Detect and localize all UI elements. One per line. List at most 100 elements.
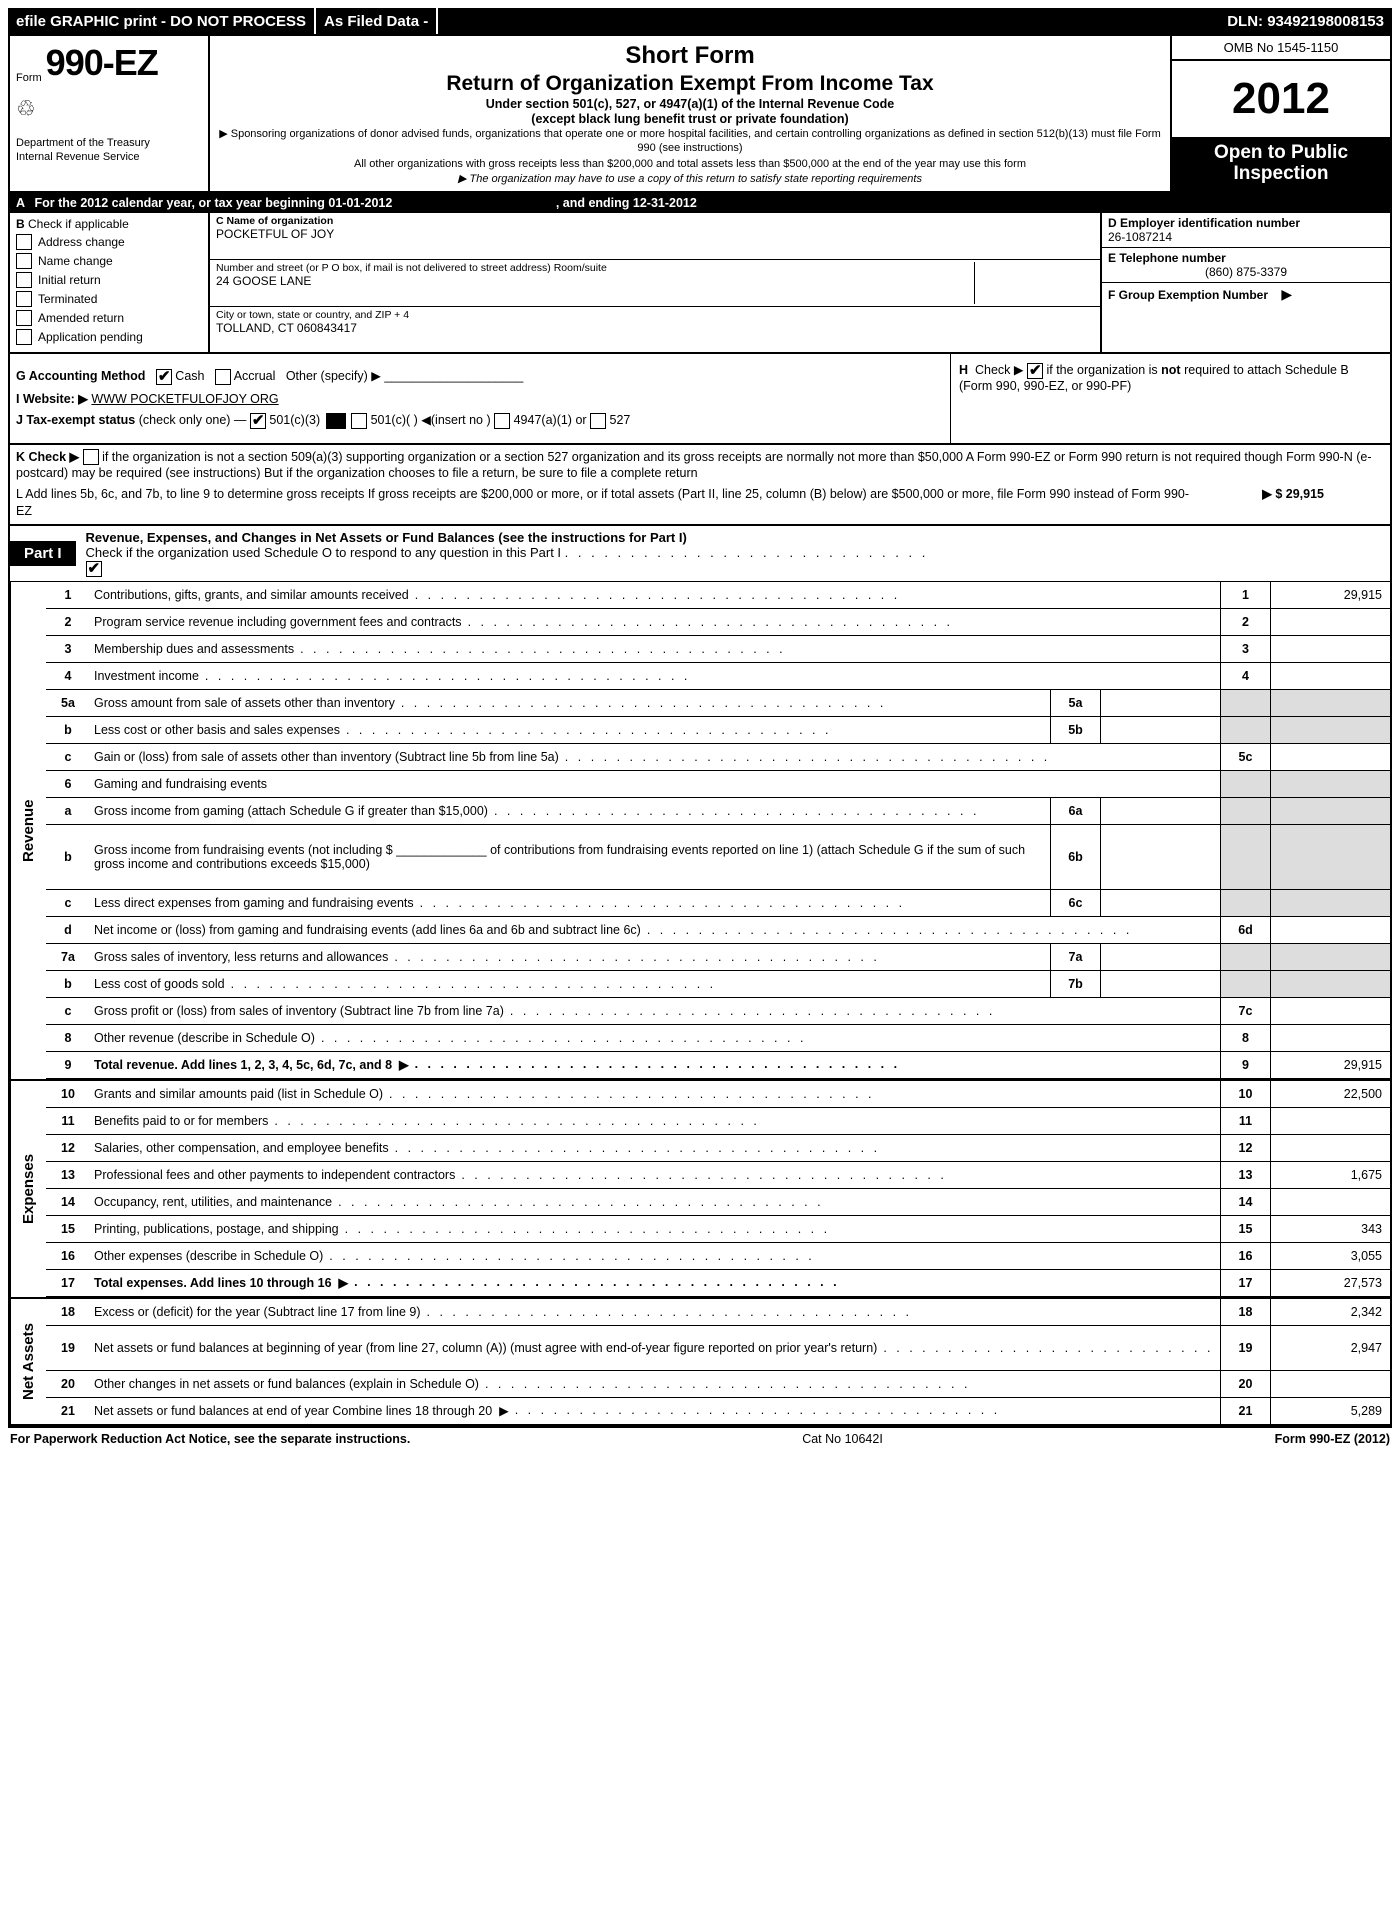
header-left: Form 990-EZ ♲ Department of the Treasury… xyxy=(10,36,210,191)
dept-irs: Internal Revenue Service xyxy=(16,150,202,164)
c-addr-label: Number and street (or P O box, if mail i… xyxy=(216,262,974,274)
telephone: (860) 875-3379 xyxy=(1108,265,1384,279)
main-title: Return of Organization Exempt From Incom… xyxy=(218,72,1162,96)
chk-k[interactable] xyxy=(83,449,99,465)
row-a-text: For the 2012 calendar year, or tax year … xyxy=(35,196,393,210)
revenue-label: Revenue xyxy=(10,582,46,1079)
line-b: bLess cost of goods sold7b xyxy=(46,971,1390,998)
asfiled-label: As Filed Data - xyxy=(316,8,438,34)
column-def: D Employer identification number 26-1087… xyxy=(1100,213,1390,352)
section-bcdef: B Check if applicable Address change Nam… xyxy=(10,213,1390,354)
line-k: K Check ▶ if the organization is not a s… xyxy=(16,449,1384,483)
expenses-label: Expenses xyxy=(10,1081,46,1297)
org-address: 24 GOOSE LANE xyxy=(216,274,974,288)
line-c: cGross profit or (loss) from sales of in… xyxy=(46,998,1390,1025)
column-c: C Name of organization POCKETFUL OF JOY … xyxy=(210,213,1100,352)
line-14: 14Occupancy, rent, utilities, and mainte… xyxy=(46,1189,1390,1216)
f-arrow: ▶ xyxy=(1281,286,1292,302)
header-middle: Short Form Return of Organization Exempt… xyxy=(210,36,1170,191)
open-to-public: Open to Public Inspection xyxy=(1172,137,1390,191)
line-19: 19Net assets or fund balances at beginni… xyxy=(46,1326,1390,1371)
chk-501c[interactable] xyxy=(351,413,367,429)
section-ghij: G Accounting Method Cash Accrual Other (… xyxy=(10,354,1390,444)
expenses-section: Expenses 10Grants and similar amounts pa… xyxy=(10,1079,1390,1297)
chk-schedule-o[interactable] xyxy=(86,561,102,577)
chk-amended-return[interactable] xyxy=(16,310,32,326)
line-g: G Accounting Method Cash Accrual Other (… xyxy=(16,368,944,385)
chk-initial-return[interactable] xyxy=(16,272,32,288)
chk-4947[interactable] xyxy=(494,413,510,429)
revenue-section: Revenue 1Contributions, gifts, grants, a… xyxy=(10,582,1390,1079)
line-l: L Add lines 5b, 6c, and 7b, to line 9 to… xyxy=(16,486,1384,520)
column-gij: G Accounting Method Cash Accrual Other (… xyxy=(10,354,950,442)
line-18: 18Excess or (deficit) for the year (Subt… xyxy=(46,1299,1390,1326)
footer-mid: Cat No 10642I xyxy=(802,1432,883,1446)
line-3: 3Membership dues and assessments3 xyxy=(46,636,1390,663)
subtitle-1: Under section 501(c), 527, or 4947(a)(1)… xyxy=(218,97,1162,111)
line-20: 20Other changes in net assets or fund ba… xyxy=(46,1371,1390,1398)
part-1-title: Revenue, Expenses, and Changes in Net As… xyxy=(86,526,925,581)
ein: 26-1087214 xyxy=(1108,230,1172,244)
chk-terminated[interactable] xyxy=(16,291,32,307)
line-15: 15Printing, publications, postage, and s… xyxy=(46,1216,1390,1243)
org-city: TOLLAND, CT 060843417 xyxy=(216,321,1094,335)
footer: For Paperwork Reduction Act Notice, see … xyxy=(8,1426,1392,1450)
website: WWW POCKETFULOFJOY ORG xyxy=(91,392,278,406)
form-number: 990-EZ xyxy=(46,42,158,84)
line-5a: 5aGross amount from sale of assets other… xyxy=(46,690,1390,717)
dept-treasury: Department of the Treasury xyxy=(16,136,202,150)
org-name: POCKETFUL OF JOY xyxy=(216,227,1094,241)
c-city-label: City or town, state or country, and ZIP … xyxy=(216,309,1094,321)
line-21: 21Net assets or fund balances at end of … xyxy=(46,1398,1390,1424)
chk-527[interactable] xyxy=(590,413,606,429)
line-4: 4Investment income4 xyxy=(46,663,1390,690)
line-7a: 7aGross sales of inventory, less returns… xyxy=(46,944,1390,971)
line-6b: bGross income from fundraising events (n… xyxy=(46,825,1390,890)
instructions-3: ▶ The organization may have to use a cop… xyxy=(218,172,1162,186)
netassets-section: Net Assets 18Excess or (deficit) for the… xyxy=(10,1297,1390,1424)
short-form-title: Short Form xyxy=(218,42,1162,70)
d-label: D Employer identification number xyxy=(1108,216,1300,230)
line-17: 17Total expenses. Add lines 10 through 1… xyxy=(46,1270,1390,1297)
line-1: 1Contributions, gifts, grants, and simil… xyxy=(46,582,1390,609)
line-d: dNet income or (loss) from gaming and fu… xyxy=(46,917,1390,944)
chk-cash[interactable] xyxy=(156,369,172,385)
line-b: bLess cost or other basis and sales expe… xyxy=(46,717,1390,744)
chk-name-change[interactable] xyxy=(16,253,32,269)
chk-application-pending[interactable] xyxy=(16,329,32,345)
column-h: H Check ▶ if the organization is not req… xyxy=(950,354,1390,442)
line-j: J Tax-exempt status (check only one) — 5… xyxy=(16,412,944,429)
row-a: A For the 2012 calendar year, or tax yea… xyxy=(10,193,1390,213)
dln-label: DLN: 93492198008153 xyxy=(1219,8,1392,34)
topbar: efile GRAPHIC print - DO NOT PROCESS As … xyxy=(8,8,1392,34)
line-c: cLess direct expenses from gaming and fu… xyxy=(46,890,1390,917)
chk-address-change[interactable] xyxy=(16,234,32,250)
part-1-header: Part I Revenue, Expenses, and Changes in… xyxy=(10,526,1390,582)
chk-accrual[interactable] xyxy=(215,369,231,385)
row-a-label: A xyxy=(16,196,31,210)
line-6: 6Gaming and fundraising events xyxy=(46,771,1390,798)
e-label: E Telephone number xyxy=(1108,251,1226,265)
row-a-ending: , and ending 12-31-2012 xyxy=(556,196,697,210)
header-right: OMB No 1545-1150 2012 Open to Public Ins… xyxy=(1170,36,1390,191)
line-c: cGain or (loss) from sale of assets othe… xyxy=(46,744,1390,771)
line-i: I Website: ▶ WWW POCKETFULOFJOY ORG xyxy=(16,391,944,406)
netassets-label: Net Assets xyxy=(10,1299,46,1424)
subtitle-2: (except black lung benefit trust or priv… xyxy=(218,112,1162,126)
chk-501c3[interactable] xyxy=(250,413,266,429)
recycling-icon: ♲ xyxy=(16,96,36,122)
column-b: B Check if applicable Address change Nam… xyxy=(10,213,210,352)
form-header: Form 990-EZ ♲ Department of the Treasury… xyxy=(10,36,1390,193)
footer-left: For Paperwork Reduction Act Notice, see … xyxy=(10,1432,410,1446)
line-a: aGross income from gaming (attach Schedu… xyxy=(46,798,1390,825)
section-kl: K Check ▶ if the organization is not a s… xyxy=(10,445,1390,527)
b-header: Check if applicable xyxy=(28,217,129,231)
c-name-label: C Name of organization xyxy=(216,215,333,227)
line-9: 9Total revenue. Add lines 1, 2, 3, 4, 5c… xyxy=(46,1052,1390,1079)
chk-schedule-b[interactable] xyxy=(1027,363,1043,379)
line-11: 11Benefits paid to or for members11 xyxy=(46,1108,1390,1135)
tax-year: 2012 xyxy=(1172,61,1390,137)
f-label: F Group Exemption Number xyxy=(1108,288,1268,302)
instructions-2: All other organizations with gross recei… xyxy=(218,157,1162,171)
line-8: 8Other revenue (describe in Schedule O)8 xyxy=(46,1025,1390,1052)
